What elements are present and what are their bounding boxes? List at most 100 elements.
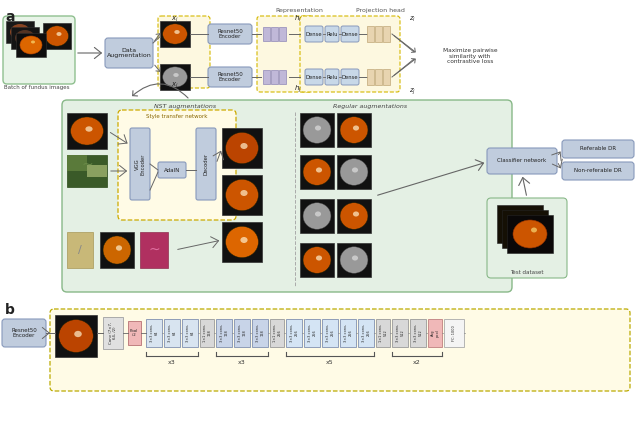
FancyBboxPatch shape (562, 162, 634, 180)
Bar (222, 175, 262, 215)
Text: $h_j$: $h_j$ (294, 83, 302, 95)
FancyBboxPatch shape (325, 26, 339, 42)
Bar (234, 319, 250, 347)
Ellipse shape (174, 30, 180, 34)
Text: Dense: Dense (342, 74, 358, 80)
Bar (271, 70, 278, 84)
Bar (383, 69, 390, 85)
Text: 3×3 conv,
128: 3×3 conv, 128 (237, 324, 246, 342)
FancyBboxPatch shape (105, 38, 153, 68)
FancyBboxPatch shape (305, 26, 323, 42)
FancyBboxPatch shape (50, 309, 630, 391)
Bar (304, 319, 320, 347)
Bar (160, 21, 190, 47)
Text: 1×1 conv,
256: 1×1 conv, 256 (273, 324, 282, 342)
Bar (160, 64, 190, 90)
FancyBboxPatch shape (158, 162, 186, 178)
Text: Dense: Dense (306, 74, 323, 80)
Bar (67, 155, 107, 187)
Text: 3×3 conv,
64: 3×3 conv, 64 (150, 324, 158, 342)
FancyBboxPatch shape (158, 16, 210, 88)
Ellipse shape (303, 247, 331, 273)
Bar (322, 319, 338, 347)
Text: AdaIN: AdaIN (164, 167, 180, 172)
Ellipse shape (340, 159, 368, 185)
Ellipse shape (315, 125, 321, 131)
Bar (300, 155, 334, 189)
Text: Representation: Representation (275, 8, 323, 12)
Text: x5: x5 (326, 360, 334, 365)
Text: Avg
pool: Avg pool (431, 329, 439, 337)
Bar (300, 243, 334, 277)
Text: Decoder: Decoder (204, 153, 209, 175)
Bar (128, 321, 141, 345)
Ellipse shape (15, 30, 35, 46)
Bar (497, 205, 543, 243)
Text: 3×3 conv,
64: 3×3 conv, 64 (168, 324, 176, 342)
Text: NST augmentations: NST augmentations (154, 104, 216, 109)
Bar (444, 319, 464, 347)
Bar (146, 319, 162, 347)
Bar (375, 26, 382, 42)
Text: ~: ~ (81, 158, 93, 172)
Bar (367, 26, 374, 42)
Text: Data
Augmentation: Data Augmentation (107, 48, 152, 58)
Text: 3×3 conv,
256: 3×3 conv, 256 (326, 324, 334, 342)
Bar (216, 319, 232, 347)
Ellipse shape (226, 179, 259, 211)
Ellipse shape (531, 228, 537, 232)
Ellipse shape (340, 117, 368, 143)
Ellipse shape (10, 24, 30, 40)
Ellipse shape (315, 211, 321, 217)
Bar (263, 70, 270, 84)
Bar (375, 69, 382, 85)
Text: 1×1 conv,
128: 1×1 conv, 128 (203, 324, 211, 342)
Ellipse shape (70, 117, 104, 145)
Text: ~: ~ (148, 243, 160, 257)
Ellipse shape (20, 36, 42, 54)
Ellipse shape (303, 159, 331, 185)
Text: Maximize pairwise
similarity with
contrastive loss: Maximize pairwise similarity with contra… (443, 48, 497, 64)
Text: Classifier network: Classifier network (497, 158, 547, 163)
FancyBboxPatch shape (487, 148, 557, 174)
Text: Referable DR: Referable DR (580, 146, 616, 152)
FancyBboxPatch shape (487, 198, 567, 278)
Text: Projection head: Projection head (356, 8, 404, 12)
Text: x2: x2 (413, 360, 421, 365)
Bar (6, 21, 34, 43)
Bar (367, 69, 374, 85)
Text: Resnet50
Encoder: Resnet50 Encoder (217, 29, 243, 39)
Text: 3×3 conv,
256: 3×3 conv, 256 (344, 324, 352, 342)
Bar (507, 215, 553, 253)
Ellipse shape (303, 203, 331, 229)
Text: Relu: Relu (326, 32, 338, 36)
Text: Resnet50
Encoder: Resnet50 Encoder (11, 327, 37, 339)
FancyBboxPatch shape (208, 24, 252, 44)
Text: 3×3 conv,
128: 3×3 conv, 128 (256, 324, 264, 342)
Ellipse shape (45, 26, 68, 46)
Text: 3×3 conv,
256: 3×3 conv, 256 (290, 324, 298, 342)
Text: Test dataset: Test dataset (510, 270, 544, 274)
Text: FC: 1000: FC: 1000 (452, 325, 456, 341)
Bar (383, 26, 390, 42)
Bar (164, 319, 180, 347)
Bar (392, 319, 408, 347)
Text: Pool
/2: Pool /2 (130, 329, 138, 337)
Bar (67, 155, 87, 171)
Ellipse shape (316, 167, 322, 172)
Text: $z_j$: $z_j$ (410, 87, 417, 97)
Ellipse shape (226, 132, 259, 163)
Bar (263, 27, 270, 41)
FancyBboxPatch shape (300, 16, 400, 92)
Ellipse shape (85, 126, 93, 132)
Bar (252, 319, 268, 347)
Bar (55, 315, 97, 357)
Bar (100, 232, 134, 268)
FancyBboxPatch shape (257, 16, 313, 92)
Bar (271, 27, 278, 41)
Bar (300, 199, 334, 233)
FancyBboxPatch shape (2, 319, 46, 347)
Text: b: b (5, 303, 15, 317)
Ellipse shape (241, 143, 248, 149)
FancyBboxPatch shape (3, 16, 75, 84)
